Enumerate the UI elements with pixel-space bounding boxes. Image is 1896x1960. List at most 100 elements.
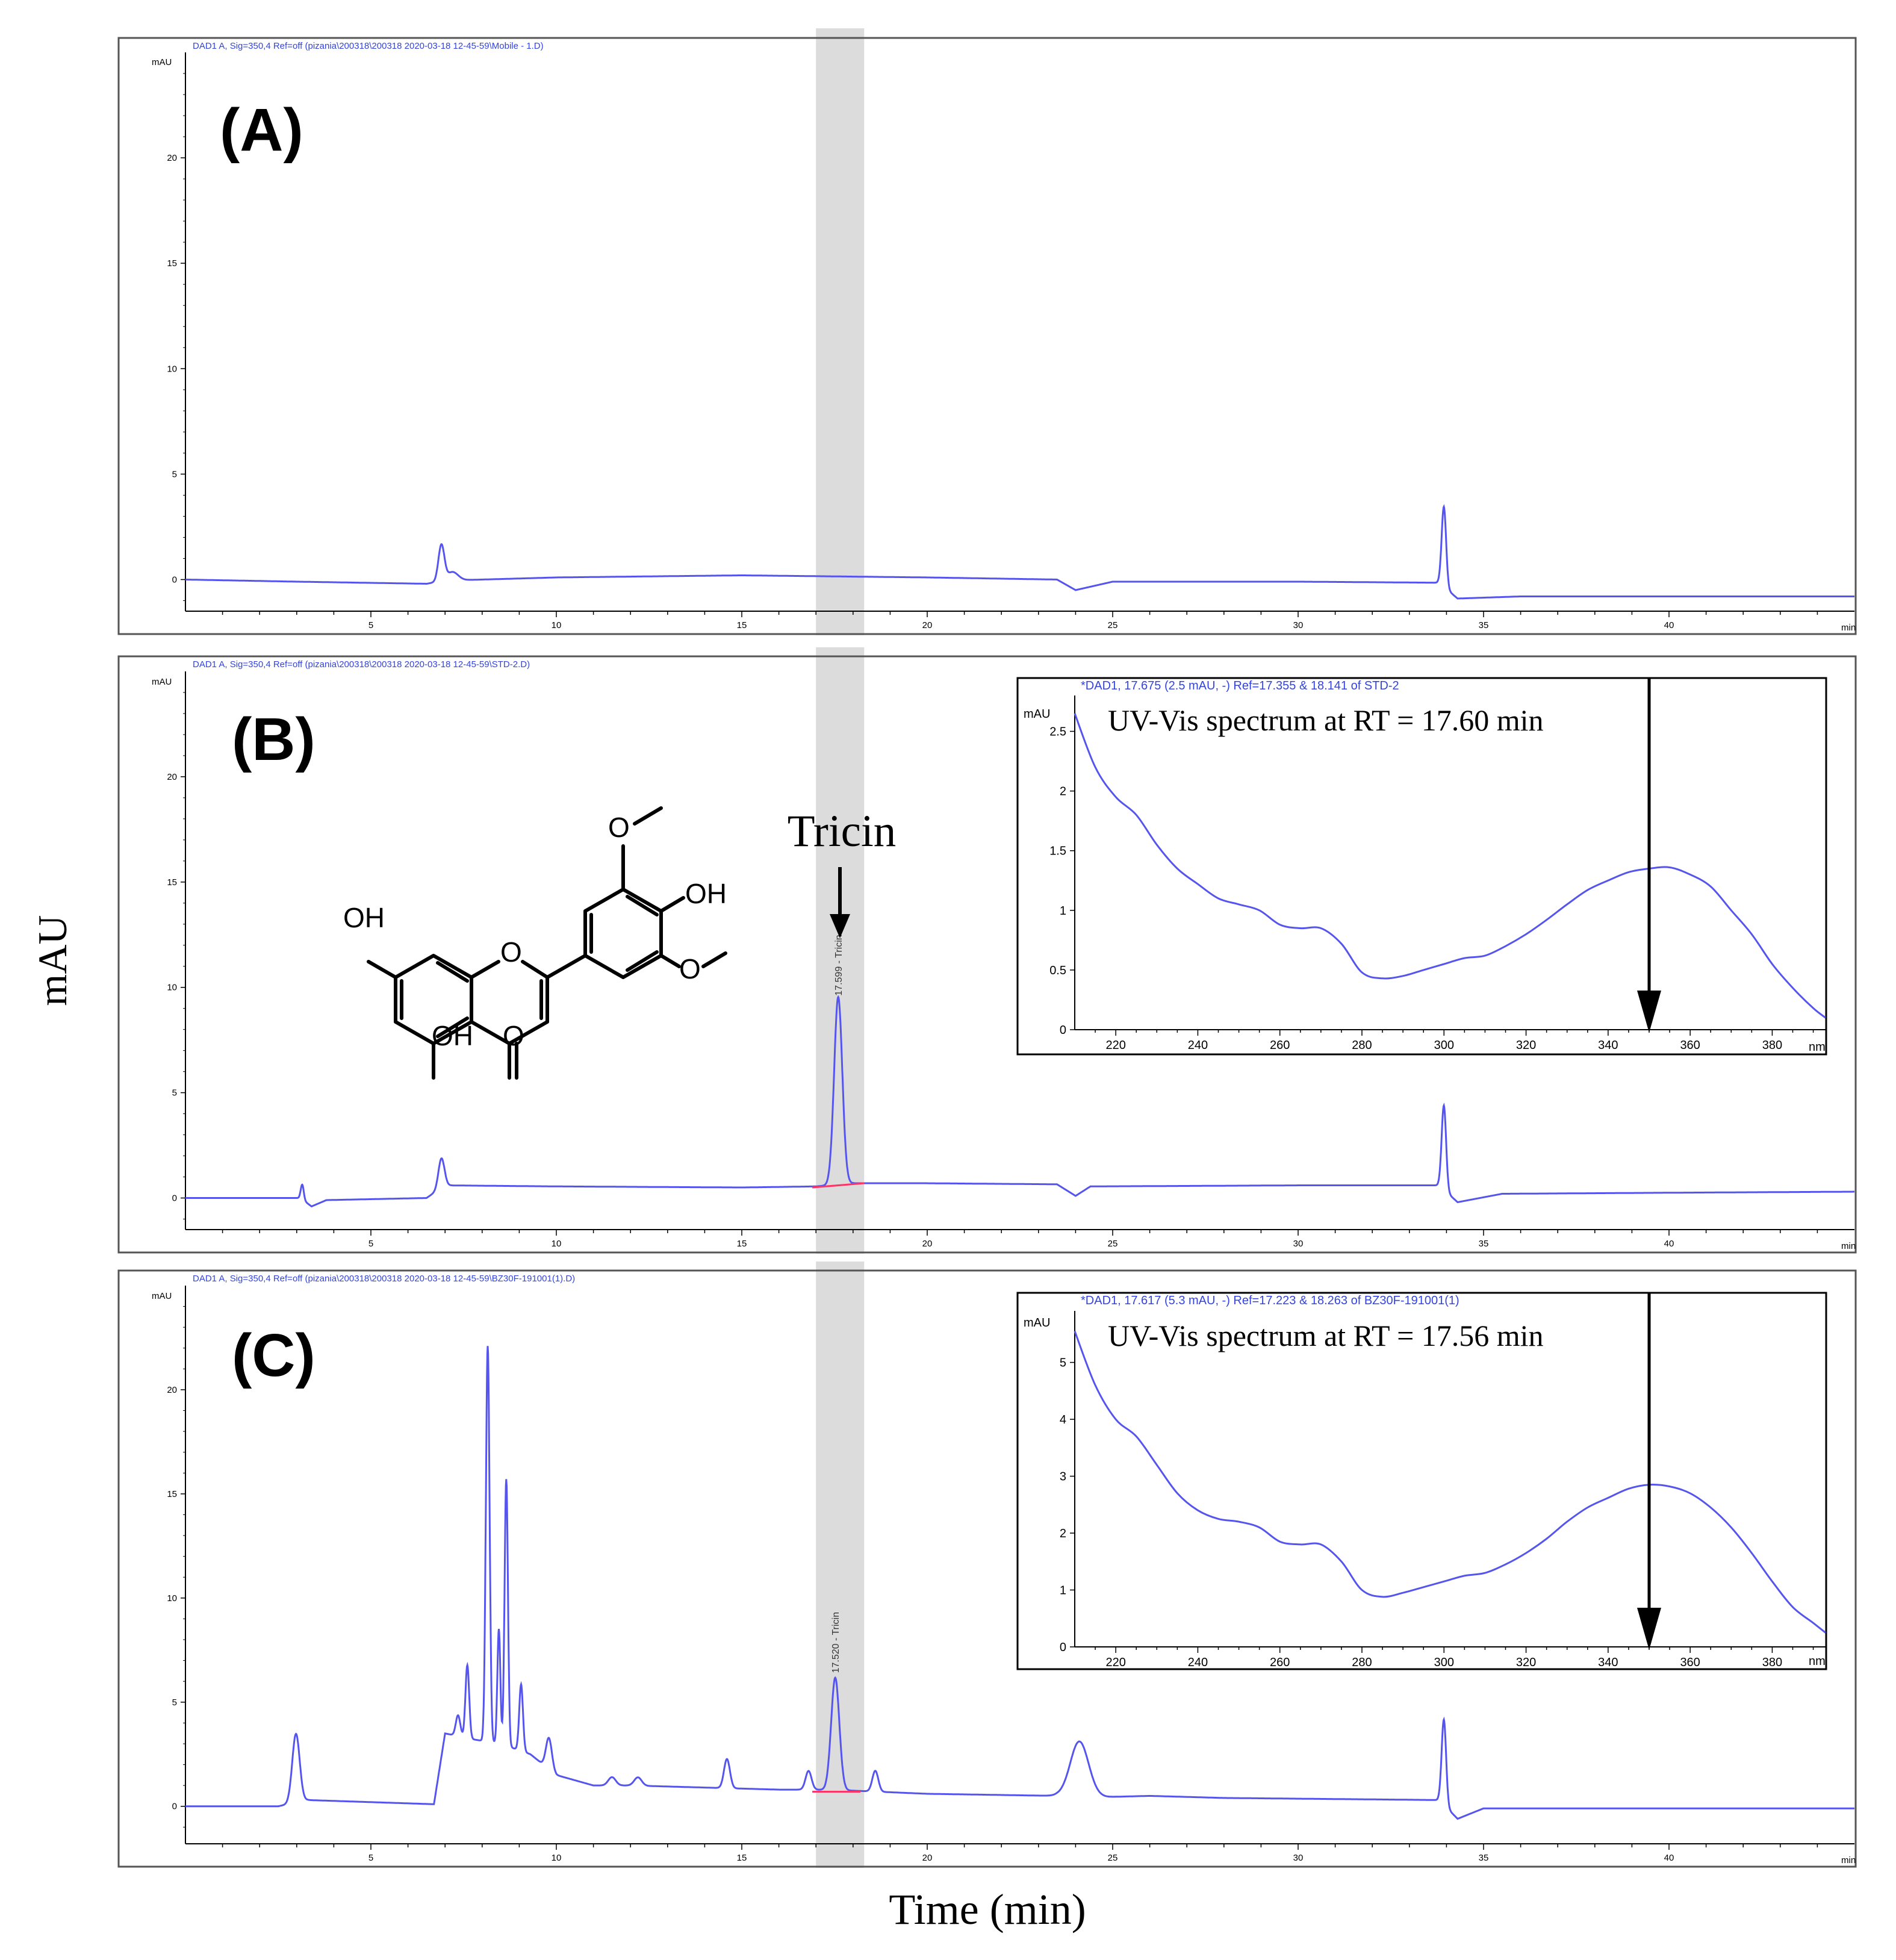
inset-B-title: UV-Vis spectrum at RT = 17.60 min bbox=[1108, 703, 1544, 737]
highlight-band-B bbox=[816, 647, 865, 1254]
highlight-band-A bbox=[816, 28, 865, 635]
panel-B-x-tick-label: 10 bbox=[552, 1239, 562, 1249]
panel-C-y-tick-label: 15 bbox=[167, 1489, 177, 1499]
inset-C-x-tick-label: 320 bbox=[1516, 1656, 1536, 1669]
panel-C-x-tick-label: 10 bbox=[552, 1853, 562, 1863]
panel-B-y-tick-label: 5 bbox=[172, 1088, 177, 1098]
atom-7-oh: OH bbox=[343, 902, 385, 933]
bond-5-o bbox=[659, 954, 681, 968]
x-axis-title: Time (min) bbox=[889, 1885, 1086, 1934]
inset-B-axes: 220 240 260 280 300 320 340 360 380 0 0.5 1 1.5 2 2.5 bbox=[1049, 695, 1826, 1052]
inset-C-x-tick-label: 280 bbox=[1352, 1656, 1372, 1669]
panel-A-x-tick-label: 20 bbox=[922, 620, 933, 630]
panel-C-x-tick-label: 15 bbox=[737, 1853, 747, 1863]
inset-C-x-tick-label: 220 bbox=[1105, 1656, 1125, 1669]
panel-A-header: DAD1 A, Sig=350,4 Ref=off (pizania\20031… bbox=[193, 41, 544, 51]
inset-C-unit-label: mAU bbox=[1024, 1316, 1050, 1330]
panel-C-inset: *DAD1, 17.617 (5.3 mAU, -) Ref=17.223 & … bbox=[1016, 1292, 1827, 1670]
panel-C-x-tick-label: 30 bbox=[1293, 1853, 1304, 1863]
ring-c bbox=[470, 960, 549, 1045]
panel-A-y-tick-label: 20 bbox=[167, 153, 177, 163]
panel-A-trace bbox=[185, 504, 1854, 600]
inset-C-x-tick-label: 260 bbox=[1270, 1656, 1290, 1669]
panel-B-y-tick-label: 10 bbox=[167, 983, 177, 993]
panel-C-x-tick-label: 20 bbox=[922, 1853, 933, 1863]
bond-3-ome bbox=[633, 806, 663, 826]
inset-C-x-tick-label: 340 bbox=[1598, 1656, 1618, 1669]
atom-carbonyl-o: O bbox=[503, 1020, 524, 1051]
inset-B-x-tick-label: 280 bbox=[1352, 1039, 1372, 1052]
panel-C-unit-label: mAU bbox=[152, 1291, 172, 1301]
panel-C-x-tick-label: 25 bbox=[1108, 1853, 1118, 1863]
panel-B-inset: *DAD1, 17.675 (2.5 mAU, -) Ref=17.355 & … bbox=[1016, 677, 1827, 1056]
panel-C-label: (C) bbox=[232, 1322, 315, 1389]
panel-C-y-tick-label: 0 bbox=[172, 1802, 177, 1812]
panel-B-x-tick-label: 5 bbox=[368, 1239, 373, 1249]
y-axis-title: mAU bbox=[30, 915, 75, 1006]
inset-B-frame bbox=[1016, 677, 1827, 1056]
panel-A: DAD1 A, Sig=350,4 Ref=off (pizania\20031… bbox=[117, 37, 1857, 635]
bond-7-oh bbox=[367, 960, 397, 979]
atom-5-o: O bbox=[679, 953, 701, 985]
panel-B-x-tick-label: 15 bbox=[737, 1239, 747, 1249]
inset-B-x-tick-label: 340 bbox=[1598, 1039, 1618, 1052]
inset-B-unit-label: mAU bbox=[1024, 708, 1050, 721]
ring-b-double-bond-3 bbox=[626, 950, 659, 972]
inset-C-x-tick-label: 360 bbox=[1680, 1656, 1700, 1669]
panel-B-x-tick-label: 35 bbox=[1479, 1239, 1489, 1249]
inset-B-x-tick-label: 300 bbox=[1434, 1039, 1454, 1052]
inset-B-x-unit: nm bbox=[1809, 1041, 1826, 1054]
compound-arrow-head bbox=[830, 914, 850, 938]
inset-B-arrow bbox=[1636, 678, 1661, 1033]
panel-C-peak-annotation: 17.520 - Tricin bbox=[831, 1612, 841, 1673]
atom-5-oh: OH bbox=[432, 1020, 473, 1051]
panel-B-x-unit: min bbox=[1841, 1241, 1856, 1251]
inset-B-y-tick-label: 1.5 bbox=[1049, 845, 1066, 858]
inset-C-title: UV-Vis spectrum at RT = 17.56 min bbox=[1108, 1319, 1544, 1352]
panel-C-y-tick-label: 20 bbox=[167, 1385, 177, 1395]
panel-B-y-tick-label: 0 bbox=[172, 1193, 177, 1204]
panel-B-frame bbox=[117, 655, 1857, 1254]
panel-C-x-tick-label: 40 bbox=[1664, 1853, 1674, 1863]
panel-C-header: DAD1 A, Sig=350,4 Ref=off (pizania\20031… bbox=[193, 1274, 575, 1284]
bond-5-ome bbox=[701, 951, 727, 968]
inset-C-x-unit: nm bbox=[1809, 1655, 1826, 1668]
panel-C-trace bbox=[185, 1346, 1854, 1820]
bond-c2-b-ring bbox=[545, 954, 587, 979]
panel-C-frame bbox=[117, 1269, 1857, 1868]
panel-C-x-tick-label: 5 bbox=[368, 1853, 373, 1863]
panel-A-label: (A) bbox=[220, 96, 303, 164]
inset-C-x-tick-label: 240 bbox=[1188, 1656, 1208, 1669]
panel-A-frame bbox=[117, 37, 1857, 635]
panel-B-trace bbox=[185, 995, 1854, 1208]
tricin-structure bbox=[367, 806, 727, 1080]
inset-B-x-tick-label: 380 bbox=[1762, 1039, 1782, 1052]
highlight-band-C bbox=[816, 1262, 865, 1868]
atom-3-o: O bbox=[608, 812, 630, 843]
inset-C-y-tick-label: 2 bbox=[1060, 1527, 1066, 1540]
inset-C-x-tick-label: 300 bbox=[1434, 1656, 1454, 1669]
inset-B-x-tick-label: 260 bbox=[1270, 1039, 1290, 1052]
panel-B-x-tick-label: 30 bbox=[1293, 1239, 1304, 1249]
ring-b-double-bond-2 bbox=[626, 895, 659, 916]
atom-o1: O bbox=[500, 936, 522, 968]
inset-B-x-tick-label: 240 bbox=[1188, 1039, 1208, 1052]
panel-B-y-tick-label: 15 bbox=[167, 877, 177, 888]
panel-B-x-tick-label: 20 bbox=[922, 1239, 933, 1249]
inset-C-y-tick-label: 4 bbox=[1060, 1413, 1066, 1426]
panel-C-x-unit: min bbox=[1841, 1855, 1856, 1865]
inset-C-y-tick-label: 3 bbox=[1060, 1470, 1066, 1484]
panel-C: DAD1 A, Sig=350,4 Ref=off (pizania\20031… bbox=[117, 1269, 1857, 1868]
panel-A-x-tick-label: 25 bbox=[1108, 620, 1118, 630]
panel-C-x-tick-label: 35 bbox=[1479, 1853, 1489, 1863]
panel-A-x-tick-label: 35 bbox=[1479, 620, 1489, 630]
inset-B-y-tick-label: 0.5 bbox=[1049, 964, 1066, 977]
panel-A-y-tick-label: 0 bbox=[172, 574, 177, 585]
panel-A-y-tick-label: 5 bbox=[172, 469, 177, 479]
panel-B-peak-annotation: 17.599 - Tricin bbox=[834, 935, 844, 995]
ring-a-double-bond-3 bbox=[436, 961, 469, 983]
panel-A-x-tick-label: 30 bbox=[1293, 620, 1304, 630]
panel-A-x-tick-label: 15 bbox=[737, 620, 747, 630]
